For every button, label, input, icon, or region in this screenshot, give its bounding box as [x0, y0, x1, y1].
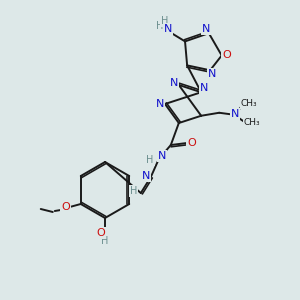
Text: N: N [158, 151, 166, 161]
Text: O: O [97, 228, 105, 238]
Text: N: N [142, 171, 150, 181]
Text: H: H [156, 21, 164, 32]
Text: H: H [101, 236, 109, 246]
Text: N: N [169, 78, 178, 88]
Text: O: O [61, 202, 70, 212]
Text: H: H [161, 16, 169, 26]
Text: N: N [164, 24, 172, 34]
Text: N: N [200, 83, 208, 93]
Text: CH₃: CH₃ [241, 99, 257, 108]
Text: N: N [202, 24, 210, 34]
Text: N: N [231, 109, 239, 119]
Text: H: H [146, 155, 154, 165]
Text: O: O [222, 50, 231, 61]
Text: O: O [188, 138, 196, 148]
Text: CH₃: CH₃ [244, 118, 260, 127]
Text: N: N [208, 69, 216, 79]
Text: N: N [156, 99, 164, 109]
Text: H: H [130, 186, 137, 196]
